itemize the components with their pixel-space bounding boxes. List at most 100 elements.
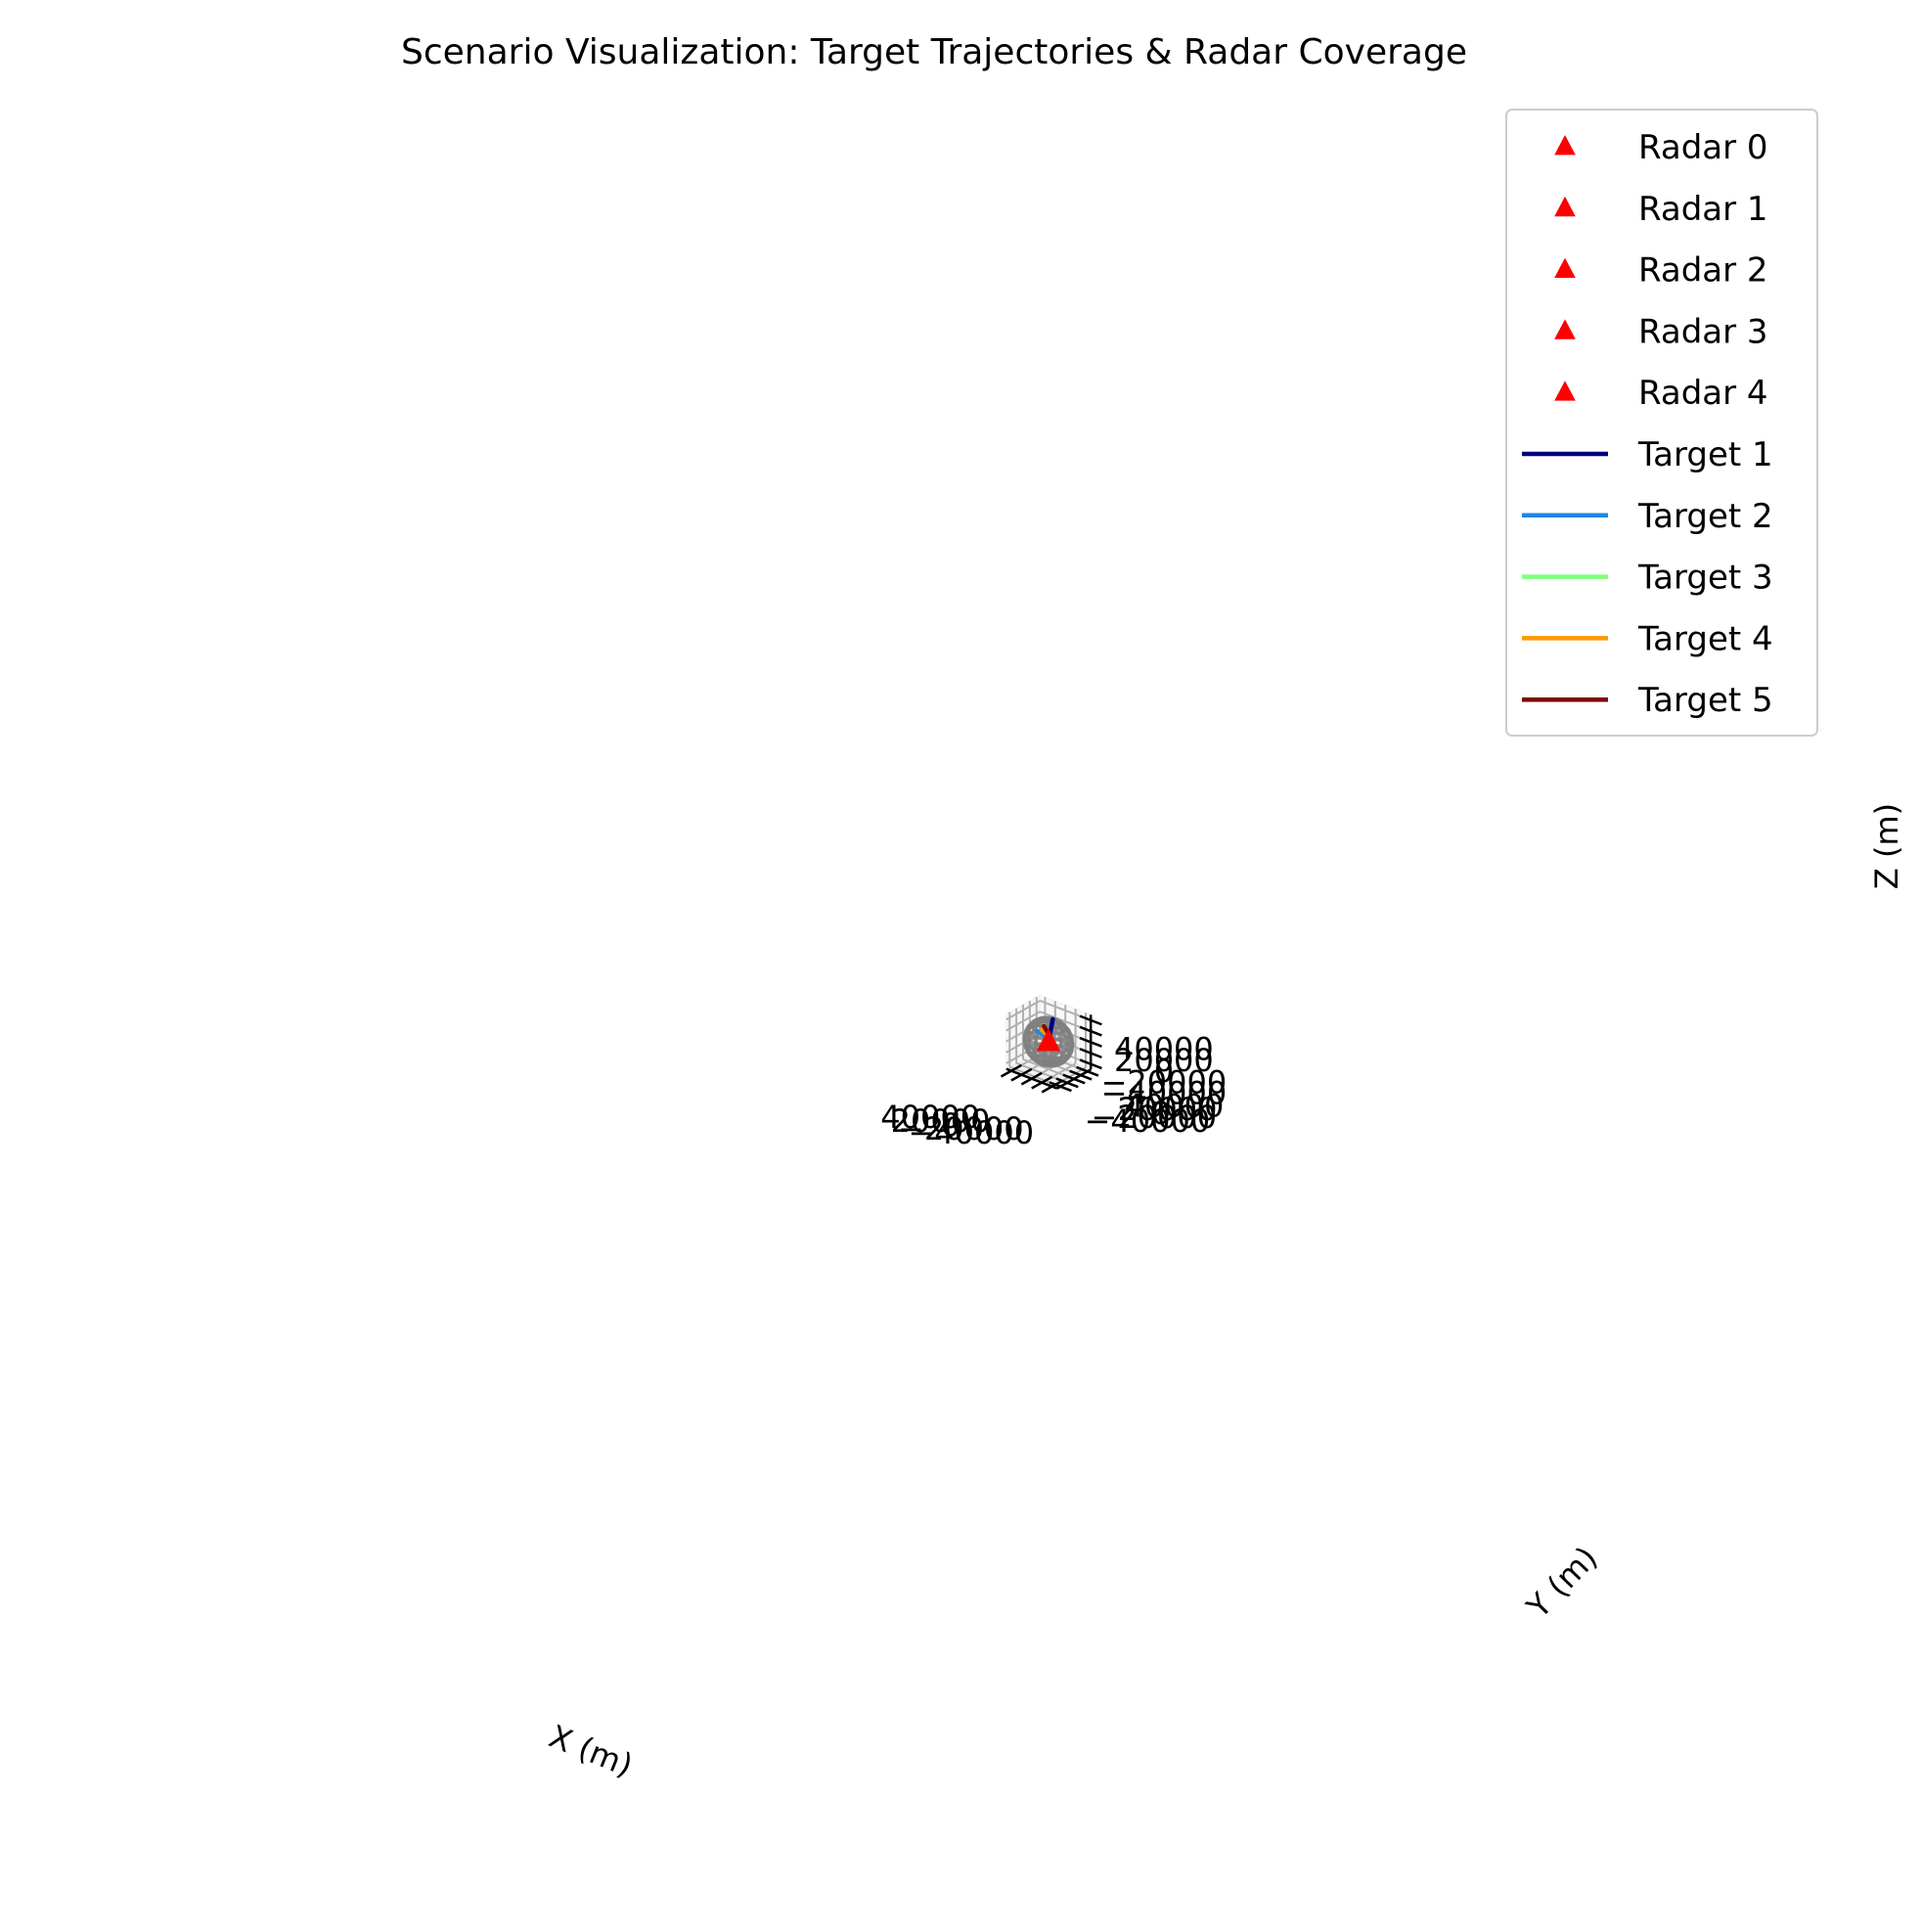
legend-marker-radar (1554, 381, 1576, 401)
coverage-meridian (1048, 1018, 1075, 1066)
coverage-meridian (1033, 1018, 1050, 1067)
x-tick-label: −40000 (908, 1114, 1034, 1151)
coverage-meridian (1047, 1018, 1064, 1068)
coverage-meridian (1048, 1018, 1074, 1065)
coverage-meridian (1026, 1016, 1050, 1065)
coverage-meridian (1048, 1018, 1075, 1066)
coverage-parallel (1029, 1016, 1067, 1036)
x-tick-label: −20000 (898, 1110, 1024, 1147)
radar-marker-4 (1037, 1029, 1060, 1052)
legend-label: Target 2 (1637, 497, 1773, 536)
z-tick-label: −40000 (1101, 1074, 1228, 1111)
coverage-meridian (1026, 1018, 1050, 1066)
coverage-meridian (1049, 1018, 1075, 1065)
coverage-meridian (1048, 1016, 1064, 1065)
coverage-meridian (1033, 1018, 1050, 1067)
legend-label: Target 3 (1637, 559, 1773, 598)
x-tick (1031, 1075, 1053, 1090)
coverage-meridian (1026, 1018, 1050, 1066)
grid-line-side-z (1005, 1000, 1041, 1021)
coverage-parallel (1026, 1019, 1072, 1042)
coverage-meridian (1033, 1015, 1050, 1065)
x-tick (1000, 1063, 1023, 1078)
coverage-meridian (1033, 1015, 1050, 1065)
legend-label: Radar 0 (1638, 128, 1768, 167)
coverage-meridian (1048, 1017, 1071, 1065)
radar-markers (1037, 1028, 1060, 1052)
coverage-meridian (1048, 1018, 1071, 1067)
coverage-meridian (1026, 1018, 1050, 1066)
y-tick-label: 20000 (1118, 1091, 1218, 1128)
legend-marker-radar (1554, 135, 1576, 156)
axis-lines-and-ticks (1000, 1014, 1102, 1094)
y-tick-label: 0 (1150, 1095, 1170, 1132)
coverage-meridian (1047, 1018, 1064, 1068)
x-tick (1020, 1071, 1043, 1086)
x-tick-label: 40000 (880, 1099, 980, 1136)
coverage-meridian (1022, 1018, 1049, 1065)
z-tick (1079, 1025, 1102, 1037)
legend-marker-radar (1554, 257, 1576, 278)
coverage-parallel (1034, 1054, 1062, 1068)
coverage-meridian (1022, 1017, 1050, 1065)
x-tick-label: 20000 (891, 1102, 991, 1140)
coverage-parallel (1025, 1019, 1071, 1042)
coverage-meridian (1033, 1015, 1050, 1065)
coverage-parallel (1035, 1015, 1063, 1030)
coverage-parallel (1029, 1016, 1068, 1036)
coverage-parallel (1025, 1019, 1072, 1042)
coverage-parallel (1035, 1054, 1062, 1068)
coverage-meridian (1048, 1018, 1070, 1067)
y-tick (1055, 1077, 1079, 1089)
coverage-meridian (1022, 1018, 1049, 1065)
coverage-meridian (1023, 1018, 1050, 1065)
coverage-parallel (1040, 1058, 1056, 1068)
coverage-meridian (1047, 1016, 1064, 1065)
x-tick-label: 0 (941, 1106, 960, 1144)
coverage-parallel (1041, 1058, 1057, 1067)
coverage-meridian (1026, 1018, 1050, 1066)
coverage-meridian (1026, 1016, 1050, 1065)
coverage-meridian (1023, 1017, 1050, 1065)
y-axis-label: Y (m) (1519, 1539, 1605, 1626)
coverage-meridian (1023, 1018, 1050, 1065)
coverage-meridian (1048, 1016, 1064, 1065)
coverage-parallel (1025, 1019, 1071, 1042)
coverage-meridian (1048, 1018, 1064, 1068)
legend-label: Target 4 (1637, 619, 1773, 658)
coverage-meridian (1048, 1018, 1071, 1067)
legend-label: Target 5 (1637, 681, 1773, 720)
z-tick-label: 0 (1154, 1053, 1174, 1090)
grid-line-side-z (1005, 1021, 1041, 1043)
coverage-meridian (1022, 1017, 1050, 1065)
coverage-meridian (1047, 1015, 1054, 1064)
grid-line-side-z (1005, 1011, 1041, 1032)
coverage-meridian (1049, 1018, 1075, 1065)
z-tick (1079, 1048, 1102, 1059)
z-tick (1079, 1058, 1102, 1070)
z-tick (1079, 1036, 1102, 1048)
coverage-parallel (1041, 1058, 1057, 1068)
coverage-parallel (1034, 1015, 1062, 1030)
grid-line-side-z (1005, 1032, 1041, 1054)
y-tick (1049, 1081, 1072, 1093)
coverage-meridian (1027, 1018, 1050, 1066)
legend-marker-radar (1554, 196, 1576, 217)
coverage-meridian (1047, 1015, 1055, 1064)
legend-frame (1505, 109, 1818, 737)
coverage-parallel (1035, 1054, 1063, 1068)
legend: Radar 0 Radar 1 Radar 2 Radar 3 Radar 4 Targe… (1505, 109, 1818, 737)
coverage-parallel (1030, 1016, 1068, 1036)
coverage-meridian (1023, 1018, 1050, 1065)
coverage-parallel (1034, 1054, 1062, 1068)
y-tick (1069, 1069, 1093, 1081)
coverage-meridian (1033, 1015, 1050, 1065)
trajectory-target-5 (1042, 1023, 1050, 1035)
coverage-meridian (1026, 1016, 1050, 1065)
coverage-parallel (1030, 1016, 1068, 1036)
z-tick-label: 20000 (1114, 1042, 1214, 1079)
coverage-meridian (1048, 1018, 1074, 1066)
